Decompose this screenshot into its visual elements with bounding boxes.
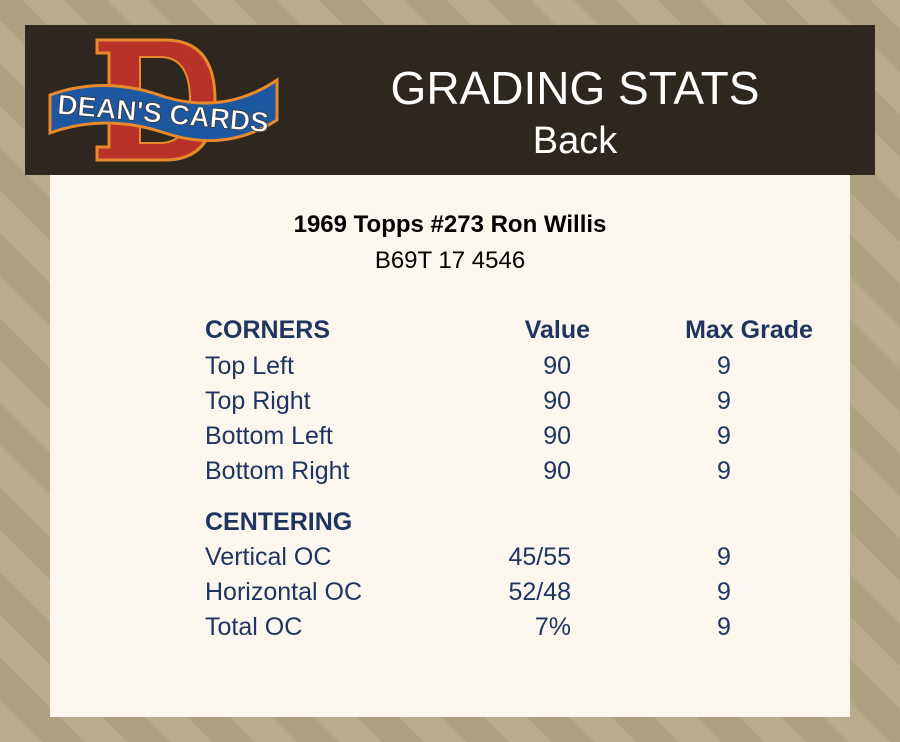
header: DEAN'S CARDS GRADING STATS Back xyxy=(25,25,875,175)
row-max-grade: 9 xyxy=(717,578,731,606)
card-name: 1969 Topps #273 Ron Willis xyxy=(293,211,607,238)
column-header-max-grade: Max Grade xyxy=(685,316,813,344)
row-label: Vertical OC xyxy=(205,543,332,571)
row-label: Top Right xyxy=(205,387,311,415)
row-value: 45/55 xyxy=(508,543,571,571)
row-label: Bottom Right xyxy=(205,457,350,485)
card-code: B69T 17 4546 xyxy=(374,247,526,274)
deans-cards-logo: DEAN'S CARDS xyxy=(48,38,279,162)
table-row: Vertical OC 45/55 9 xyxy=(50,540,850,575)
page-subtitle: Back xyxy=(532,120,618,162)
page-title: GRADING STATS xyxy=(390,62,760,114)
section-title: CENTERING xyxy=(205,508,353,536)
row-max-grade: 9 xyxy=(717,352,731,380)
row-value: 90 xyxy=(543,352,571,380)
table-row: Bottom Right 90 9 xyxy=(50,454,850,489)
table-row: Top Left 90 9 xyxy=(50,349,850,384)
column-header-value: Value xyxy=(524,316,590,344)
row-max-grade: 9 xyxy=(717,422,731,450)
row-max-grade: 9 xyxy=(717,457,731,485)
table-row: Horizontal OC 52/48 9 xyxy=(50,575,850,610)
section-title: CORNERS xyxy=(205,316,331,344)
row-label: Horizontal OC xyxy=(205,578,362,606)
grading-card: 1969 Topps #273 Ron Willis B69T 17 4546 … xyxy=(50,175,850,717)
table-row: Top Right 90 9 xyxy=(50,384,850,419)
row-label: Bottom Left xyxy=(205,422,333,450)
row-label: Total OC xyxy=(205,613,303,641)
row-max-grade: 9 xyxy=(717,543,731,571)
section-header-centering: CENTERING xyxy=(50,505,850,540)
row-value: 90 xyxy=(543,457,571,485)
section-header-corners: CORNERS Value Max Grade xyxy=(50,313,850,348)
row-value: 90 xyxy=(543,422,571,450)
row-value: 7% xyxy=(534,613,571,641)
table-row: Total OC 7% 9 xyxy=(50,610,850,645)
table-row: Bottom Left 90 9 xyxy=(50,419,850,454)
row-value: 52/48 xyxy=(508,578,571,606)
row-max-grade: 9 xyxy=(717,613,731,641)
row-value: 90 xyxy=(543,387,571,415)
row-label: Top Left xyxy=(205,352,294,380)
row-max-grade: 9 xyxy=(717,387,731,415)
